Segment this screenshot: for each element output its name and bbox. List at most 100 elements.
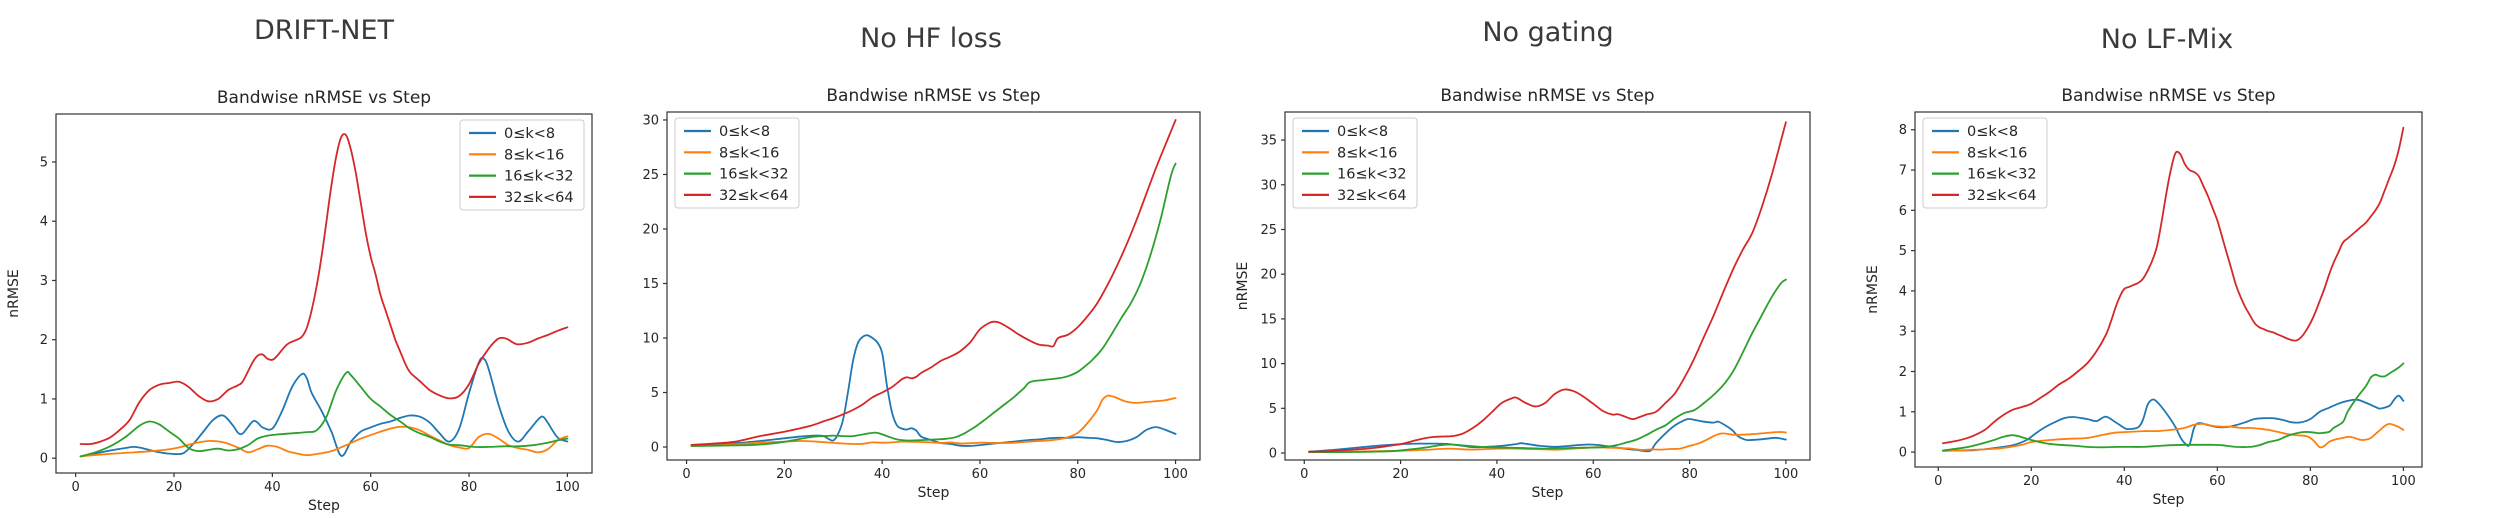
series-line-2 — [1942, 362, 2405, 452]
panel-title-no-hf-loss: No HF loss — [860, 23, 1002, 54]
x-tick-label: 0 — [682, 467, 690, 482]
y-tick-label: 20 — [1260, 268, 1277, 283]
legend: 0≤k<8 8≤k<16 16≤k<32 32≤k<64 — [674, 117, 800, 209]
y-tick-label: 10 — [642, 332, 659, 347]
y-tick-label: 20 — [642, 222, 659, 237]
y-tick-label: 5 — [651, 386, 659, 401]
y-tick-label: 2 — [40, 333, 48, 348]
legend-box — [1922, 117, 2048, 209]
panel-title-drift-net: DRIFT-NET — [253, 15, 395, 46]
y-tick-label: 25 — [642, 168, 659, 183]
x-tick-label: 60 — [362, 480, 379, 495]
axes-title: Bandwise nRMSE vs Step — [217, 88, 431, 108]
y-tick-label: 1 — [1899, 405, 1907, 420]
y-tick-label: 3 — [1899, 325, 1907, 340]
legend-label: 16≤k<32 — [504, 169, 574, 185]
series-line-0 — [1942, 394, 2405, 452]
series-line-3 — [690, 119, 1177, 446]
legend-label: 16≤k<32 — [719, 167, 789, 183]
series-line-1 — [1942, 422, 2405, 452]
legend: 0≤k<8 8≤k<16 16≤k<32 32≤k<64 — [1922, 117, 2048, 209]
series-line-0 — [690, 334, 1177, 447]
legend-label: 32≤k<64 — [504, 190, 574, 206]
axes-title: Bandwise nRMSE vs Step — [826, 86, 1040, 106]
x-tick-label: 80 — [2302, 474, 2319, 489]
x-tick-label: 100 — [2391, 474, 2416, 489]
x-axis-label: Step — [2153, 492, 2185, 508]
x-tick-label: 100 — [1774, 467, 1799, 482]
y-tick-label: 30 — [642, 113, 659, 128]
y-tick-label: 0 — [1269, 447, 1277, 462]
legend: 0≤k<8 8≤k<16 16≤k<32 32≤k<64 — [459, 119, 585, 211]
series-line-2 — [1308, 278, 1787, 454]
x-axis-label: Step — [918, 485, 950, 501]
y-tick-label: 5 — [1899, 244, 1907, 259]
x-tick-label: 20 — [2023, 474, 2040, 489]
x-tick-label: 100 — [555, 480, 580, 495]
series-line-3 — [1308, 121, 1787, 453]
legend-label: 16≤k<32 — [1337, 167, 1407, 183]
series-line-2 — [79, 370, 569, 458]
x-tick-label: 40 — [874, 467, 891, 482]
x-axis-label: Step — [1532, 485, 1564, 501]
x-tick-label: 80 — [461, 480, 478, 495]
x-tick-label: 80 — [1069, 467, 1086, 482]
x-tick-label: 20 — [1392, 467, 1409, 482]
legend-box — [1292, 117, 1418, 209]
x-tick-label: 0 — [72, 480, 80, 495]
x-axis-label: Step — [308, 498, 340, 514]
panel-no-lf-mix: Bandwise nRMSE vs Step 0 20 40 60 80 100 0 1 2 3 4 5… — [1865, 86, 2423, 508]
y-tick-label: 4 — [1899, 284, 1907, 299]
x-tick-label: 100 — [1163, 467, 1188, 482]
y-tick-label: 0 — [651, 441, 659, 456]
y-tick-label: 15 — [1260, 312, 1277, 327]
axes-box — [666, 111, 1201, 461]
x-tick-label: 60 — [1585, 467, 1602, 482]
x-tick-label: 40 — [2116, 474, 2133, 489]
series-line-1 — [1308, 431, 1787, 454]
series-line-1 — [79, 425, 569, 458]
legend-label: 32≤k<64 — [1967, 188, 2037, 204]
panel-title-no-gating: No gating — [1482, 17, 1614, 48]
legend-label: 0≤k<8 — [504, 126, 555, 142]
y-tick-label: 1 — [40, 392, 48, 407]
y-tick-label: 0 — [40, 452, 48, 467]
y-tick-label: 35 — [1260, 134, 1277, 149]
y-tick-label: 30 — [1260, 178, 1277, 193]
y-tick-label: 25 — [1260, 223, 1277, 238]
x-tick-label: 40 — [264, 480, 281, 495]
legend-label: 8≤k<16 — [719, 145, 779, 161]
legend-label: 8≤k<16 — [1337, 145, 1397, 161]
series-line-1 — [690, 394, 1177, 447]
legend-label: 0≤k<8 — [1337, 124, 1388, 140]
legend-label: 0≤k<8 — [1967, 124, 2018, 140]
axes-box — [1284, 111, 1811, 461]
legend-label: 32≤k<64 — [1337, 188, 1407, 204]
series-line-3 — [1942, 126, 2405, 445]
x-tick-label: 80 — [1681, 467, 1698, 482]
legend: 0≤k<8 8≤k<16 16≤k<32 32≤k<64 — [1292, 117, 1418, 209]
x-tick-label: 60 — [972, 467, 989, 482]
y-tick-label: 15 — [642, 277, 659, 292]
y-tick-label: 10 — [1260, 357, 1277, 372]
x-tick-label: 0 — [1934, 474, 1942, 489]
y-tick-label: 3 — [40, 274, 48, 289]
axes-box — [55, 113, 593, 474]
series-line-0 — [79, 356, 569, 458]
panel-drift-net: Bandwise nRMSE vs Step 0 20 40 60 80 100 0 1 2 3 4 5… — [6, 88, 593, 514]
legend-label: 8≤k<16 — [504, 147, 564, 163]
legend-box — [674, 117, 800, 209]
y-axis-label: nRMSE — [1235, 262, 1251, 310]
y-tick-label: 0 — [1899, 446, 1907, 461]
x-tick-label: 20 — [166, 480, 183, 495]
series-line-3 — [79, 133, 569, 446]
y-tick-label: 6 — [1899, 204, 1907, 219]
y-tick-label: 7 — [1899, 164, 1907, 179]
y-tick-label: 5 — [40, 155, 48, 170]
y-tick-label: 2 — [1899, 365, 1907, 380]
y-tick-label: 4 — [40, 215, 48, 230]
y-tick-label: 5 — [1269, 402, 1277, 417]
axes-title: Bandwise nRMSE vs Step — [2061, 86, 2275, 106]
series-line-2 — [690, 162, 1177, 447]
